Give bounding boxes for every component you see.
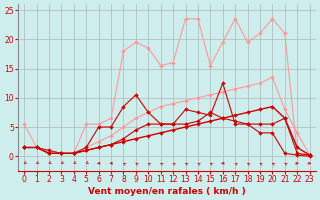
X-axis label: Vent moyen/en rafales ( km/h ): Vent moyen/en rafales ( km/h )	[88, 187, 246, 196]
